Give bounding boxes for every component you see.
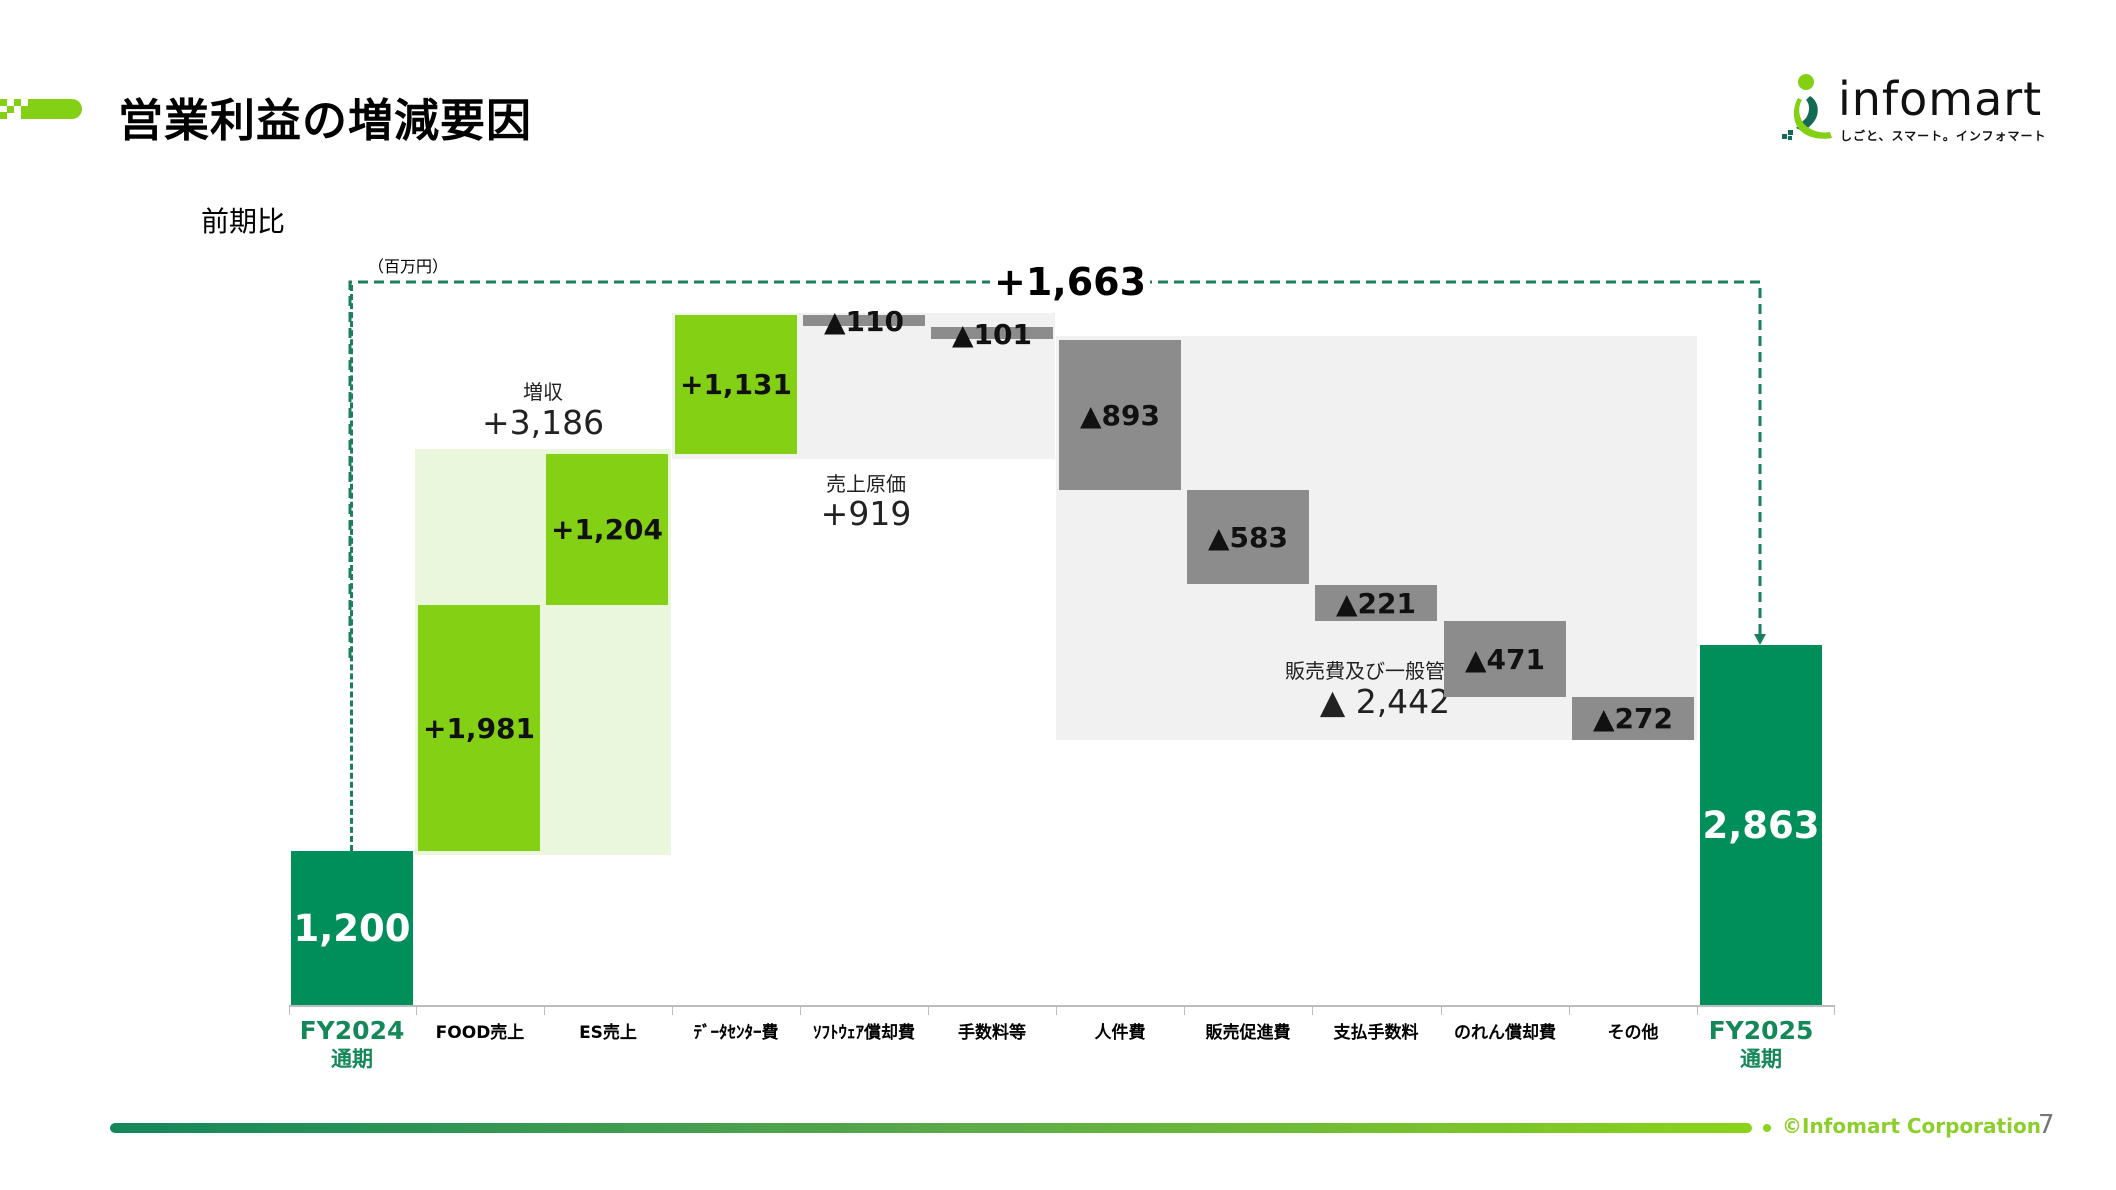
bar-fees <box>931 327 1053 339</box>
comparison-subtitle: 前期比 <box>201 205 286 238</box>
bracket-left-leg <box>350 285 353 851</box>
title-marker-icon <box>0 99 82 119</box>
cogs-group-title: 売上原価 <box>826 472 906 496</box>
category-fy2025-year: FY2025 <box>1708 1016 1814 1045</box>
bar-payment-fees: ▲221 <box>1315 585 1437 621</box>
bar-food-sales-label: +1,981 <box>422 711 536 745</box>
bar-fy2025-label: 2,863 <box>1702 803 1820 847</box>
category-other-cost: その他 <box>1607 1023 1659 1043</box>
footer-dot-icon <box>1763 1124 1771 1132</box>
bar-es-sales: +1,204 <box>546 454 668 605</box>
cogs-group-value: +919 <box>820 494 912 533</box>
x-axis-line <box>289 1005 1835 1007</box>
bar-datacenter-cost-label: +1,131 <box>679 368 793 401</box>
axis-tick <box>544 1005 545 1015</box>
axis-tick <box>1697 1005 1698 1015</box>
axis-tick <box>416 1005 417 1015</box>
revenue-group-title: 増収 <box>523 380 563 404</box>
bar-food-sales: +1,981 <box>418 605 540 851</box>
axis-tick <box>1834 1005 1835 1015</box>
revenue-group-value: +3,186 <box>481 403 605 442</box>
bar-datacenter-cost: +1,131 <box>675 315 797 454</box>
category-es-sales: ES売上 <box>579 1023 637 1043</box>
bar-payment-fees-label: ▲221 <box>1336 586 1416 620</box>
bar-software-amortization-label: ▲110 <box>824 305 904 338</box>
bar-other-cost-label: ▲272 <box>1593 702 1673 735</box>
category-fy2024-period: 通期 <box>331 1047 373 1071</box>
infomart-logo-icon <box>1782 74 1832 140</box>
bar-goodwill-amortization-label: ▲471 <box>1465 642 1545 676</box>
category-fy2024-year: FY2024 <box>299 1016 405 1045</box>
logo-tagline: しごと、スマート。インフォマート <box>1840 129 2047 143</box>
axis-tick <box>672 1005 673 1015</box>
axis-tick <box>928 1005 929 1015</box>
category-payment-fees: 支払手数料 <box>1333 1023 1419 1043</box>
category-personnel-cost: 人件費 <box>1094 1023 1146 1043</box>
bar-goodwill-amortization: ▲471 <box>1444 621 1566 697</box>
bar-personnel-cost-label: ▲893 <box>1080 398 1160 432</box>
axis-tick <box>1441 1005 1442 1015</box>
axis-tick <box>1056 1005 1057 1015</box>
category-promotion-cost: 販売促進費 <box>1205 1023 1291 1043</box>
category-food-sales: FOOD売上 <box>435 1023 525 1043</box>
bar-fy2024: 1,200 <box>291 851 413 1005</box>
sga-group-value: ▲ 2,442 <box>1319 682 1451 721</box>
category-software-amortization: ｿﾌﾄｳｪｱ償却費 <box>813 1023 915 1043</box>
axis-tick <box>800 1005 801 1015</box>
logo-wordmark: infomart <box>1838 72 2043 126</box>
category-goodwill-amortization: のれん償却費 <box>1454 1023 1556 1043</box>
category-fees: 手数料等 <box>958 1023 1026 1043</box>
bar-fees-label: ▲101 <box>952 318 1032 351</box>
axis-tick <box>1312 1005 1313 1015</box>
category-fy2024: FY2024 通期 <box>288 1016 416 1074</box>
category-datacenter-cost: ﾃﾞｰﾀｾﾝﾀｰ費 <box>693 1023 779 1043</box>
page-title: 営業利益の増減要因 <box>118 94 533 147</box>
footer-copyright: ©Infomart Corporation <box>1782 1114 2041 1138</box>
bar-other-cost: ▲272 <box>1572 697 1694 740</box>
total-change-label: +1,663 <box>990 260 1151 304</box>
page-number: 7 <box>2038 1110 2055 1140</box>
unit-label: （百万円） <box>368 257 449 276</box>
bar-software-amortization <box>803 315 925 326</box>
bar-personnel-cost: ▲893 <box>1059 340 1181 490</box>
axis-tick <box>289 1005 290 1015</box>
bar-promotion-cost-label: ▲583 <box>1208 520 1288 554</box>
axis-tick <box>1569 1005 1570 1015</box>
category-fy2025-period: 通期 <box>1740 1047 1782 1071</box>
footer-gradient-line <box>110 1123 1752 1133</box>
axis-tick <box>1184 1005 1185 1015</box>
bar-fy2024-label: 1,200 <box>293 906 411 950</box>
bar-promotion-cost: ▲583 <box>1187 490 1309 584</box>
bar-fy2025: 2,863 <box>1700 645 1822 1005</box>
bar-es-sales-label: +1,204 <box>550 513 664 546</box>
category-fy2025: FY2025 通期 <box>1697 1016 1825 1074</box>
